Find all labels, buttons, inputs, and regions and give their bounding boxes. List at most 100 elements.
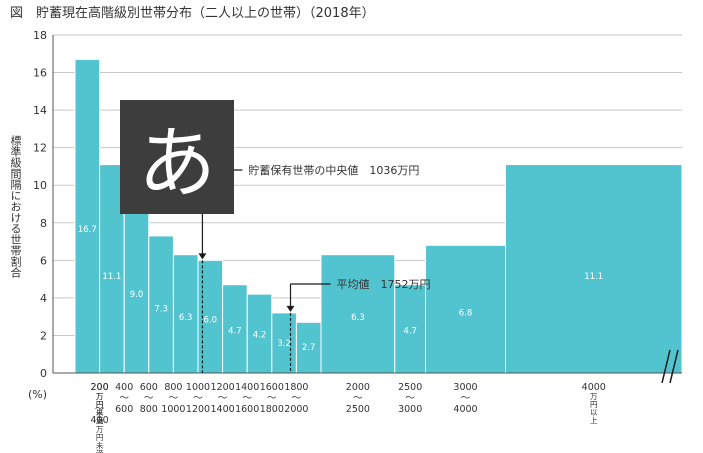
x-tick-label: 1600 [235, 404, 259, 415]
x-tick-label-char: 満 [96, 416, 104, 425]
y-tick-label: 0 [40, 367, 47, 380]
y-tick-label: 16 [33, 67, 47, 80]
x-tick-label: 2000 [346, 382, 370, 393]
axis-layer: 024681012141618(%)200万円未満200万円以上〜400万円未満… [28, 29, 682, 453]
x-tick-label: 2500 [346, 404, 370, 415]
x-tick-label-char: 円 [96, 433, 104, 442]
x-tick-label-char: 円 [96, 400, 104, 409]
y-tick-label: 4 [40, 292, 47, 305]
x-tick-label-char: 満 [96, 449, 104, 453]
x-tick-label: 1800 [260, 404, 284, 415]
x-tick-label-char: 万 [96, 392, 104, 401]
x-tick-label: 1400 [211, 404, 235, 415]
y-tick-label: 10 [33, 179, 47, 192]
x-tick-label: 3000 [398, 404, 422, 415]
x-tick-label-char: 以 [96, 408, 104, 417]
x-tick-label-char: 万 [590, 392, 598, 401]
x-tick-label: 〜 [267, 393, 277, 404]
y-tick-label: 12 [33, 142, 47, 155]
bar-value-label: 9.0 [130, 290, 144, 300]
x-tick-label: 2500 [398, 382, 422, 393]
x-tick-label: 1000 [161, 404, 185, 415]
badge-glyph: あ [138, 119, 216, 209]
bar-value-label: 7.3 [154, 304, 168, 314]
bar-value-label: 11.1 [584, 272, 603, 282]
bar-value-label: 6.0 [204, 315, 218, 325]
x-tick-label: 1200 [211, 382, 235, 393]
y-axis-label: 標準級間隔における世帯割合 [9, 135, 22, 278]
x-tick-label: 〜 [218, 393, 228, 404]
x-tick-label: 400 [91, 415, 109, 426]
x-tick-label: 800 [140, 404, 158, 415]
x-tick-label: 〜 [292, 393, 302, 404]
histogram-bar [425, 244, 506, 374]
figure-title: 図 貯蓄現在高階級別世帯分布（二人以上の世帯）（2018年） [10, 6, 375, 21]
histogram-bar [271, 312, 297, 374]
bar-layer: 16.7 11.1 9.0 7.3 6.3 6.0 4.7 4.2 3.2 2.7 6.3 4.7 6.… [74, 58, 683, 374]
bar-value-label: 16.7 [78, 225, 97, 235]
annotation-arrowhead [286, 305, 295, 312]
x-tick-label: 〜 [144, 393, 154, 404]
bar-value-label: 4.2 [253, 331, 267, 341]
x-tick-label: 〜 [95, 404, 105, 415]
axis-break-mark [661, 349, 671, 384]
y-unit-label: (%) [28, 388, 47, 401]
x-tick-label: 〜 [242, 393, 252, 404]
histogram-bar [74, 58, 101, 374]
bar-value-label: 6.8 [459, 309, 473, 319]
y-tick-label: 18 [33, 29, 47, 42]
x-tick-label: 3000 [453, 382, 477, 393]
x-tick-label: 〜 [193, 393, 203, 404]
x-tick-label-char: 未 [96, 440, 104, 450]
axis-break-mark [669, 349, 679, 384]
x-tick-label: 4000 [582, 382, 606, 393]
x-tick-label: 1600 [260, 382, 284, 393]
x-tick-label: 1000 [186, 382, 210, 393]
character-badge: あ [120, 100, 234, 214]
annotation-arrowhead [198, 253, 207, 260]
bar-value-label: 6.3 [351, 313, 365, 323]
histogram-bar [320, 254, 396, 374]
x-tick-label-char: 万 [96, 392, 104, 401]
y-tick-label: 2 [40, 329, 47, 342]
histogram-bar [295, 321, 322, 374]
badge-background [120, 100, 234, 214]
x-tick-label: 〜 [169, 393, 179, 404]
bar-value-label: 3.2 [277, 339, 291, 349]
x-tick-label: 〜 [119, 393, 129, 404]
bar-value-label: 4.7 [403, 326, 417, 336]
x-tick-label: 800 [164, 382, 182, 393]
x-tick-label: 600 [115, 404, 133, 415]
x-tick-label: 600 [140, 382, 158, 393]
x-tick-label: 2000 [284, 404, 308, 415]
x-tick-label: 4000 [453, 404, 477, 415]
annotation-label: 平均値 1752万円 [336, 278, 430, 291]
bar-value-label: 4.7 [228, 326, 242, 336]
x-tick-label-char: 上 [96, 416, 104, 425]
x-tick-label: 1200 [186, 404, 210, 415]
x-tick-label: 〜 [461, 393, 471, 404]
x-tick-label: 200 [91, 382, 109, 393]
x-tick-label: 〜 [353, 393, 363, 404]
x-tick-label-char: 万 [96, 425, 104, 434]
x-tick-label-char: 未 [96, 407, 104, 417]
bar-value-label: 6.3 [179, 313, 193, 323]
x-tick-label: 〜 [405, 393, 415, 404]
y-tick-label: 6 [40, 254, 47, 267]
x-tick-label-char: 円 [96, 400, 104, 409]
bar-value-label: 11.1 [102, 272, 121, 282]
histogram-bar [123, 203, 150, 374]
x-tick-label: 200 [91, 382, 109, 393]
x-tick-label: 400 [115, 382, 133, 393]
x-tick-label: 1800 [284, 382, 308, 393]
x-tick-label-char: 上 [590, 416, 598, 425]
y-tick-label: 8 [40, 217, 47, 230]
x-tick-label-char: 以 [590, 408, 598, 417]
x-tick-label-char: 円 [590, 400, 598, 409]
annotation-label: 貯蓄保有世帯の中央値 1036万円 [248, 163, 419, 177]
bar-value-label: 2.7 [302, 343, 316, 353]
histogram-bar [246, 293, 273, 374]
y-tick-label: 14 [33, 104, 47, 117]
